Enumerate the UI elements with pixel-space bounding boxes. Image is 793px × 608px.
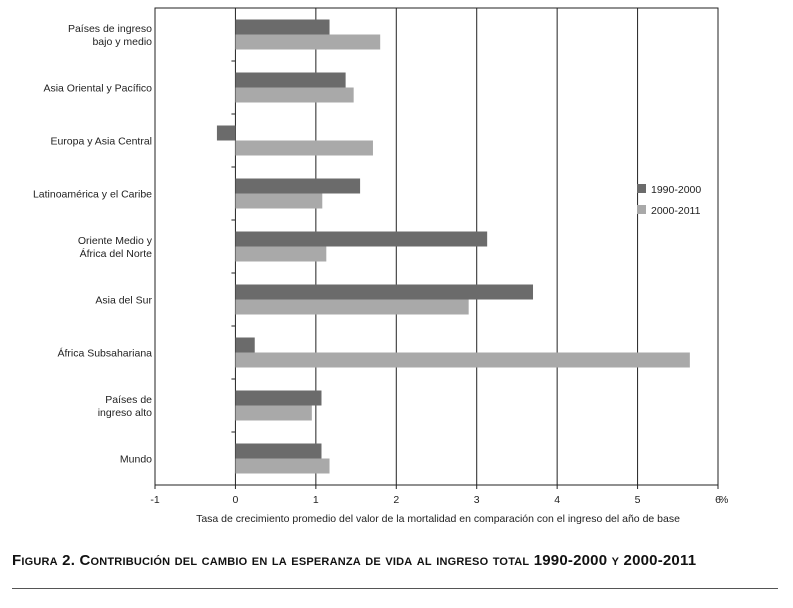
bar-2000-2011 (235, 352, 690, 368)
legend: 1990-2000 2000-2011 (637, 184, 701, 217)
legend-label: 2000-2011 (651, 205, 701, 217)
x-tick-label: 6 (715, 494, 721, 506)
bar-2000-2011 (235, 34, 381, 50)
x-tick-label: 0 (233, 494, 239, 506)
category-label: Oriente Medio y (78, 235, 153, 247)
bar-1990-2000 (235, 178, 361, 194)
x-tick-label: -1 (150, 494, 159, 506)
bar-1990-2000 (235, 19, 330, 35)
x-tick-label: 3 (474, 494, 480, 506)
bar-1990-2000 (216, 125, 236, 141)
y-axis-ticks (231, 7, 236, 486)
x-tick-label: 1 (313, 494, 319, 506)
x-tick-labels: -1 0 1 2 3 4 5 6 (150, 494, 721, 506)
legend-swatch (637, 184, 646, 193)
category-label: bajo y medio (92, 36, 152, 48)
bars (216, 19, 690, 474)
x-tick-label: 4 (554, 494, 560, 506)
bar-2000-2011 (235, 458, 330, 474)
category-label: Asia Oriental y Pacífico (43, 83, 152, 95)
bar-2000-2011 (235, 299, 469, 315)
category-label: Asia del Sur (95, 295, 152, 307)
category-label: Mundo (120, 454, 152, 466)
category-label: Latinoamérica y el Caribe (33, 189, 152, 201)
plot-frame (154, 7, 719, 486)
bar-1990-2000 (235, 231, 488, 247)
bar-2000-2011 (235, 140, 373, 156)
category-label: ingreso alto (98, 407, 152, 419)
bar-1990-2000 (235, 284, 534, 300)
x-tick-label: 5 (635, 494, 641, 506)
category-label: África Subsahariana (57, 347, 152, 360)
x-unit-label: % (719, 494, 728, 506)
legend-label: 1990-2000 (651, 184, 701, 196)
caption-rule (12, 588, 778, 589)
bar-1990-2000 (235, 443, 322, 459)
bar-1990-2000 (235, 337, 255, 353)
bar-1990-2000 (235, 390, 322, 406)
bar-2000-2011 (235, 193, 323, 209)
category-label: Europa y Asia Central (50, 136, 152, 148)
category-label: África del Norte (80, 247, 153, 260)
category-label: Países de (105, 394, 152, 406)
category-label: Países de ingreso (68, 23, 152, 35)
bar-2000-2011 (235, 87, 354, 103)
legend-swatch (637, 205, 646, 214)
x-tick-label: 2 (393, 494, 399, 506)
x-axis-title: Tasa de crecimiento promedio del valor d… (196, 513, 680, 525)
bar-2000-2011 (235, 246, 327, 262)
figure-caption: Figura 2. Contribución del cambio en la … (12, 552, 697, 569)
bar-1990-2000 (235, 72, 346, 88)
bar-2000-2011 (235, 405, 312, 421)
